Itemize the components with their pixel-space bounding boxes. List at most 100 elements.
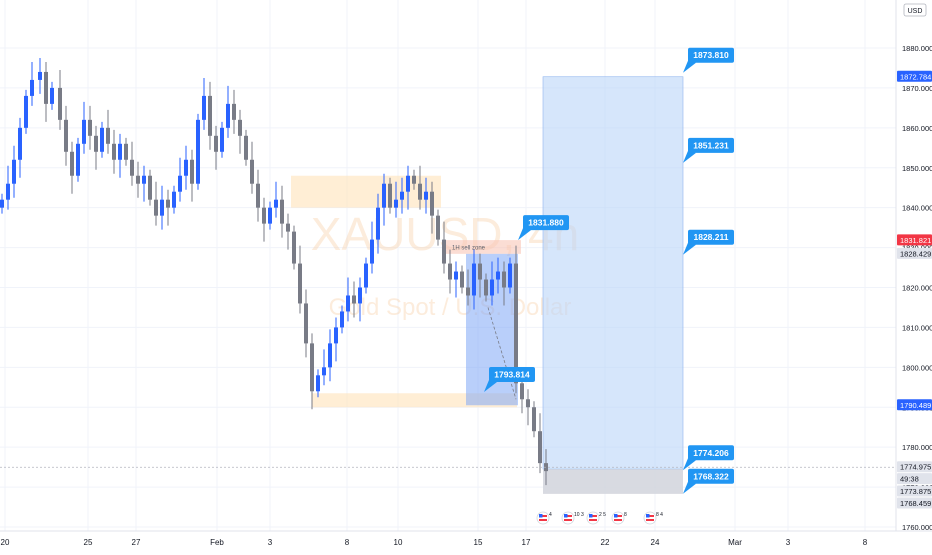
- candle-body: [100, 127, 104, 152]
- event-count: 2 5: [599, 512, 606, 518]
- time-axis: 20 25 27 Feb 3 8 10 15 17 22 24 Mar 3 8: [0, 530, 932, 550]
- candle-body: [232, 103, 236, 120]
- candle-body: [118, 143, 122, 160]
- candle-body: [184, 159, 188, 176]
- candle-body: [520, 383, 524, 400]
- candle-body: [400, 191, 404, 200]
- price-callout[interactable]: [489, 367, 535, 383]
- us-flag-stripe: [614, 519, 622, 521]
- zones: 1H sell zone: [291, 76, 684, 494]
- candle-body: [298, 263, 302, 304]
- us-flag-icon[interactable]: [536, 511, 550, 525]
- us-flag-canton: [589, 514, 593, 518]
- candle-body: [280, 199, 284, 224]
- us-flag-canton: [539, 514, 543, 518]
- time-tick-label: 3: [268, 538, 273, 547]
- currency-badge-label[interactable]: USD: [908, 8, 923, 15]
- candle-body: [82, 119, 86, 144]
- candle-body: [394, 199, 398, 208]
- candle-body: [526, 399, 530, 408]
- price-callout-label: 1793.814: [494, 370, 530, 380]
- candle-body: [292, 231, 296, 264]
- price-tag: [897, 234, 932, 246]
- candle-body: [130, 159, 134, 176]
- callout-pointer: [683, 481, 696, 494]
- us-flag-icon[interactable]: [611, 511, 625, 525]
- candle-body: [208, 95, 212, 136]
- price-callout-label: 1831.880: [528, 218, 564, 228]
- price-tag-label: 1773.875: [900, 487, 931, 496]
- price-callout-label: 1828.211: [694, 232, 729, 242]
- price-tag-label: 1768.459: [900, 499, 931, 508]
- overlays: [0, 307, 896, 468]
- candle-body: [382, 183, 386, 208]
- candle-body: [196, 119, 200, 184]
- price-tick-label: 1840.000: [902, 204, 932, 213]
- callout-pointer: [683, 242, 696, 255]
- candle-body: [142, 175, 146, 184]
- price-callout-label: 1774.206: [693, 448, 729, 458]
- candle-body: [334, 327, 338, 344]
- candle-body: [178, 175, 182, 192]
- candle-body: [430, 191, 434, 216]
- us-flag-icon[interactable]: [586, 511, 600, 525]
- price-callout[interactable]: [688, 47, 734, 63]
- candle-body: [448, 263, 452, 280]
- us-flag-stripe: [589, 515, 597, 517]
- time-axis-bg: [0, 531, 932, 550]
- candle-body: [496, 271, 500, 280]
- candle-body: [160, 199, 164, 216]
- candle-body: [388, 183, 392, 208]
- price-callout-label: 1768.322: [693, 471, 729, 481]
- long-target-box: [542, 76, 684, 470]
- price-tick-label: 1780.000: [902, 443, 932, 452]
- callout-pointer: [683, 458, 696, 471]
- price-callout[interactable]: [688, 468, 734, 484]
- us-flag-icon[interactable]: [561, 511, 575, 525]
- us-flag-icon[interactable]: [643, 511, 657, 525]
- price-callout[interactable]: [688, 445, 734, 461]
- price-tick-label: 1810.000: [902, 323, 932, 332]
- callout-pointer: [518, 228, 531, 241]
- us-flag-stripe: [564, 519, 572, 521]
- candle-body: [44, 71, 48, 104]
- candle-body: [190, 159, 194, 184]
- price-callout[interactable]: [688, 229, 734, 245]
- price-tick-label: 1870.000: [902, 84, 932, 93]
- candle-body: [322, 367, 326, 376]
- us-flag-stripe: [564, 515, 572, 517]
- price-tag-label: 1790.489: [900, 401, 931, 410]
- price-tag: [897, 70, 932, 82]
- price-callout[interactable]: [688, 137, 734, 153]
- candle-body: [436, 215, 440, 240]
- time-tick-label: 22: [601, 538, 610, 547]
- price-tag-label: 1774.975: [900, 463, 931, 472]
- candle-body: [478, 263, 482, 280]
- candle-body: [38, 71, 42, 80]
- event-count: 10 3: [574, 512, 584, 518]
- candle-body: [364, 263, 368, 288]
- candle-body: [454, 271, 458, 280]
- price-callout-label: 1873.810: [693, 50, 729, 60]
- candle-body: [30, 79, 34, 96]
- candle-body: [466, 287, 470, 296]
- candle-body: [154, 199, 158, 216]
- price-tag: [897, 247, 932, 259]
- candle-body: [316, 375, 320, 392]
- price-tick-label: 1850.000: [902, 164, 932, 173]
- time-tick-label: 10: [394, 538, 403, 547]
- candle-body: [514, 263, 518, 384]
- callouts: 1873.810 1851.231 1828.211 1831.880 1793.814…: [484, 47, 734, 494]
- candle-body: [442, 239, 446, 264]
- us-flag-stripe: [646, 519, 654, 521]
- candle-body: [304, 303, 308, 344]
- candle-body: [358, 287, 362, 304]
- candles: [0, 57, 548, 486]
- us-flag-canton: [564, 514, 568, 518]
- price-callout[interactable]: [523, 215, 569, 231]
- candle-body: [376, 207, 380, 240]
- candle-body: [532, 407, 536, 432]
- currency-badge[interactable]: [903, 3, 927, 17]
